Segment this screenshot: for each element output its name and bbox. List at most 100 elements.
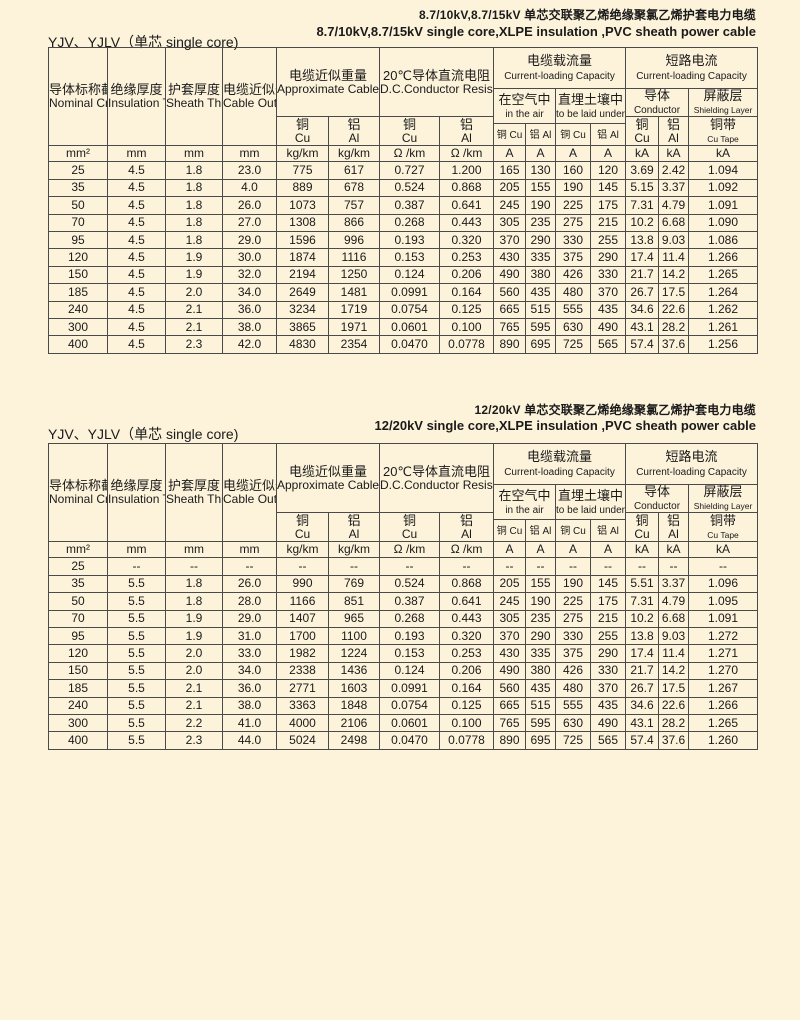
air-en: in the air (505, 504, 544, 516)
table-cell: 225 (555, 196, 592, 215)
conductor-en: Conductor (633, 501, 681, 513)
table-cell: 757 (328, 196, 380, 215)
table-cell: 1436 (328, 661, 380, 681)
header-air-cu: 铜 Cu (493, 123, 527, 147)
table-cell: 0.0601 (379, 317, 440, 337)
table-cell: 1073 (276, 196, 329, 215)
table-cell: 21.7 (625, 661, 660, 681)
table-cell: 6.68 (658, 213, 690, 233)
unit-cell: A (525, 541, 557, 559)
header-conductor: 导体 Conductor (625, 483, 690, 514)
weight-cn: 电缆近似重量 (288, 463, 367, 479)
table-row: 25 -- -- -- -- -- -- -- -- -- -- -- -- -- -- (48, 557, 759, 576)
table-cell: -- (438, 557, 495, 576)
table-cell: 769 (328, 574, 380, 594)
table-cell: 1116 (328, 248, 380, 267)
table-cell: 565 (590, 335, 627, 354)
table-cell: 866 (328, 213, 380, 233)
table-row: 35 5.5 1.8 26.0 990 769 0.524 0.868 205 155 190 145… (48, 574, 759, 594)
table-cell: 1481 (328, 283, 380, 302)
table-row: 240 4.5 2.1 36.0 3234 1719 0.0754 0.125 665 515 55… (48, 300, 759, 320)
table-cell: 30.0 (222, 248, 277, 267)
table-row: 300 4.5 2.1 38.0 3865 1971 0.0601 0.100 765 595 63… (48, 317, 759, 337)
table-cell: 5.5 (107, 592, 166, 611)
table-cell: 630 (555, 713, 592, 733)
table-cell: 145 (590, 574, 627, 594)
table-cell: 0.0470 (379, 335, 440, 354)
table-cell: 0.193 (379, 231, 440, 250)
table-cell: 32.0 (222, 265, 277, 285)
table-cell: 1250 (328, 265, 380, 285)
table-cell: 2.1 (165, 679, 223, 698)
header-short-circuit: 短路电流 Current-loading Capacity (625, 443, 759, 485)
shield-cn: 屏蔽层 (703, 88, 743, 103)
table-row: 95 5.5 1.9 31.0 1700 1100 0.193 0.320 370 290 330 2… (48, 627, 759, 646)
table-cell: 380 (525, 265, 557, 285)
table-cell: 4.5 (107, 283, 166, 302)
table-cell: -- (379, 557, 440, 576)
header-ground-al: 铝 Al (590, 123, 627, 147)
table-cell: 305 (493, 213, 527, 233)
unit-cell: mm (165, 145, 223, 163)
unit-cell: kg/km (276, 541, 329, 559)
table-cell: 1.264 (688, 283, 759, 302)
unit-cell: A (493, 541, 527, 559)
table-cell: 35 (48, 178, 108, 198)
table-cell: 26.7 (625, 679, 660, 698)
res-en: D.C.Conductor Resistanceat 20℃ (380, 477, 494, 492)
air-en: in the air (505, 108, 544, 120)
al: Al (461, 131, 472, 146)
ground-en: to be laid underground (556, 504, 625, 516)
al: Al (668, 131, 679, 146)
table-cell: -- (276, 557, 329, 576)
weight-cn: 电缆近似重量 (288, 67, 367, 83)
table-cell: 0.0754 (379, 300, 440, 320)
table-cell: 1.260 (688, 731, 759, 750)
al: Al (461, 527, 472, 542)
header-res-al: 铝 Al (438, 512, 495, 543)
header-short-al: 铝 Al (658, 116, 690, 147)
table-cell: 4.5 (107, 248, 166, 267)
table-cell: 185 (48, 679, 108, 698)
table-cell: 34.0 (222, 661, 277, 681)
table-cell: 765 (493, 317, 527, 337)
cu-cn: 铜 (635, 116, 649, 132)
table-cell: 5.15 (625, 178, 660, 198)
table-cell: 515 (525, 300, 557, 320)
table-cell: 2.1 (165, 696, 223, 716)
table-cell: 2.3 (165, 335, 223, 354)
table-cell: -- (625, 557, 660, 576)
table-row: 70 4.5 1.8 27.0 1308 866 0.268 0.443 305 235 275 21… (48, 213, 759, 233)
table-cell: 1700 (276, 627, 329, 646)
table-cell: 130 (525, 161, 557, 180)
table-cell: 175 (590, 196, 627, 215)
table-cell: 4830 (276, 335, 329, 354)
table-cell: 435 (525, 679, 557, 698)
table-cell: 25 (48, 161, 108, 180)
table-cell: 215 (590, 213, 627, 233)
current-cn: 电缆载流量 (527, 53, 593, 69)
table-cell: 190 (525, 592, 557, 611)
table-cell: 43.1 (625, 317, 660, 337)
table-cell: 37.6 (658, 335, 690, 354)
table-cell: 695 (525, 335, 557, 354)
table-cell: 370 (493, 231, 527, 250)
table-cell: 150 (48, 661, 108, 681)
table-row: 120 5.5 2.0 33.0 1982 1224 0.153 0.253 430 335 375… (48, 644, 759, 663)
table-cell: 490 (590, 713, 627, 733)
table-cell: 1.9 (165, 627, 223, 646)
table-cell: 0.253 (438, 644, 495, 663)
conductor-en: Conductor (633, 105, 681, 117)
table-cell: 175 (590, 592, 627, 611)
table-cell: 1.8 (165, 213, 223, 233)
table-cell: 0.153 (379, 644, 440, 663)
table-cell: 36.0 (222, 679, 277, 698)
table-cell: -- (555, 557, 592, 576)
table-cell: 29.0 (222, 609, 277, 629)
spec-table: 导体标称截面Nominal Cross Section Area绝缘厚度Insu… (48, 46, 759, 354)
table-cell: 1.267 (688, 679, 759, 698)
table-row: 50 5.5 1.8 28.0 1166 851 0.387 0.641 245 190 225 17… (48, 592, 759, 611)
table-cell: 4.0 (222, 178, 277, 198)
